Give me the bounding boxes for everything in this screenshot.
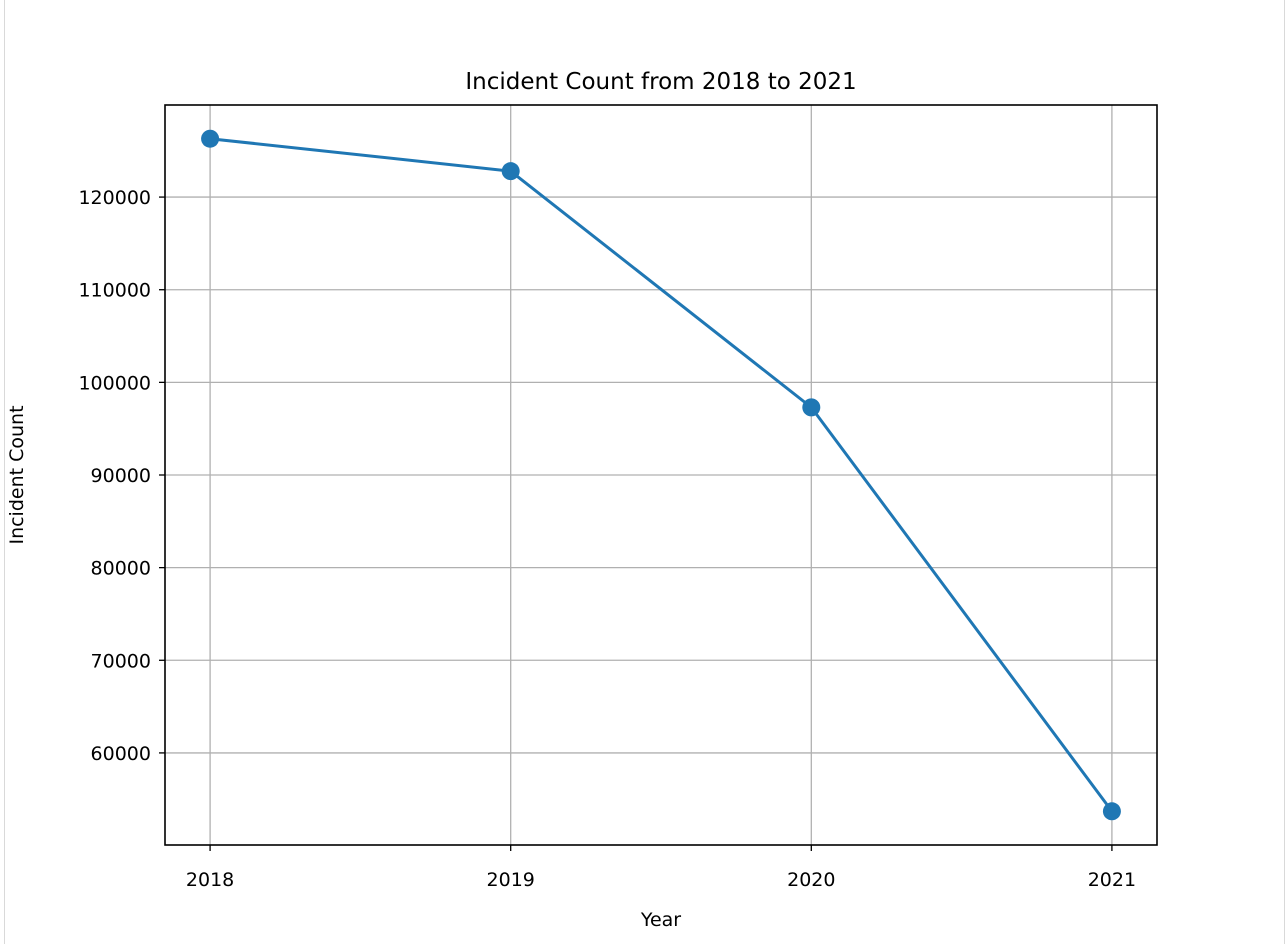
x-tick-label: 2020: [787, 869, 835, 891]
y-tick-label: 60000: [91, 743, 151, 765]
data-point-marker: [201, 129, 220, 148]
x-tick-label: 2018: [186, 869, 234, 891]
line-chart: 2018 2019 2020 2021 60000 70000 80000 90000 1000…: [6, 69, 1158, 931]
y-tick-label: 80000: [91, 558, 151, 580]
x-tick-label: 2021: [1088, 869, 1136, 891]
data-point-marker: [501, 162, 520, 181]
y-tick-label: 120000: [78, 187, 151, 209]
series-layer: [201, 129, 1121, 821]
figure-frame: 2018 2019 2020 2021 60000 70000 80000 90000 1000…: [4, 0, 1285, 944]
data-point-marker: [802, 398, 821, 417]
ticks: 2018 2019 2020 2021 60000 70000 80000 90000 1000…: [78, 187, 1136, 891]
x-tick-label: 2019: [487, 869, 535, 891]
y-tick-label: 70000: [91, 650, 151, 672]
x-axis-label: Year: [640, 909, 681, 931]
y-tick-label: 90000: [91, 465, 151, 487]
y-tick-label: 100000: [78, 372, 151, 394]
y-tick-label: 110000: [78, 280, 151, 302]
chart-title: Incident Count from 2018 to 2021: [465, 69, 856, 95]
data-point-marker: [1102, 802, 1121, 821]
y-axis-label: Incident Count: [6, 405, 28, 544]
series-line: [209, 137, 1114, 813]
